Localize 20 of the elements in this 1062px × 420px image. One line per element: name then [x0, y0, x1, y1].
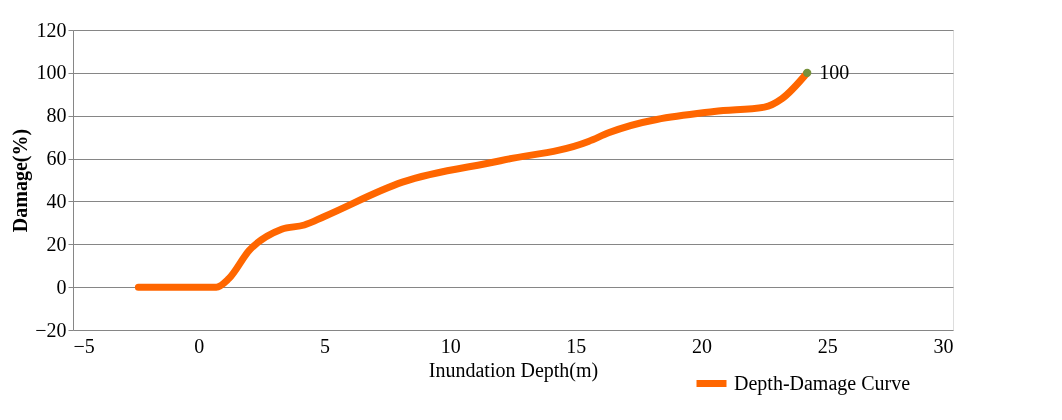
y-tick-label: 40 [46, 189, 67, 212]
y-tick-label: 100 [36, 61, 67, 84]
x-tick-label: −5 [73, 334, 95, 357]
x-tick-label: 30 [933, 334, 954, 357]
x-axis-title: Inundation Depth(m) [428, 358, 599, 382]
legend-label: Depth-Damage Curve [734, 371, 911, 395]
y-tick-label: 20 [46, 232, 67, 255]
x-tick-label: 10 [440, 334, 461, 357]
data-label: 100 [819, 60, 850, 83]
x-tick-label: 0 [194, 334, 205, 357]
x-tick-label: 15 [566, 334, 587, 357]
y-tick-label: −20 [35, 318, 67, 341]
x-tick-label: 20 [692, 334, 713, 357]
x-tick-label: 25 [817, 334, 838, 357]
y-axis-title: Damage(%) [9, 128, 33, 233]
x-tick-label: 5 [319, 334, 330, 357]
y-tick-label: 120 [36, 18, 67, 41]
y-tick-label: 80 [46, 104, 67, 127]
y-tick-label: 0 [56, 275, 67, 298]
y-tick-label: 60 [46, 147, 67, 170]
